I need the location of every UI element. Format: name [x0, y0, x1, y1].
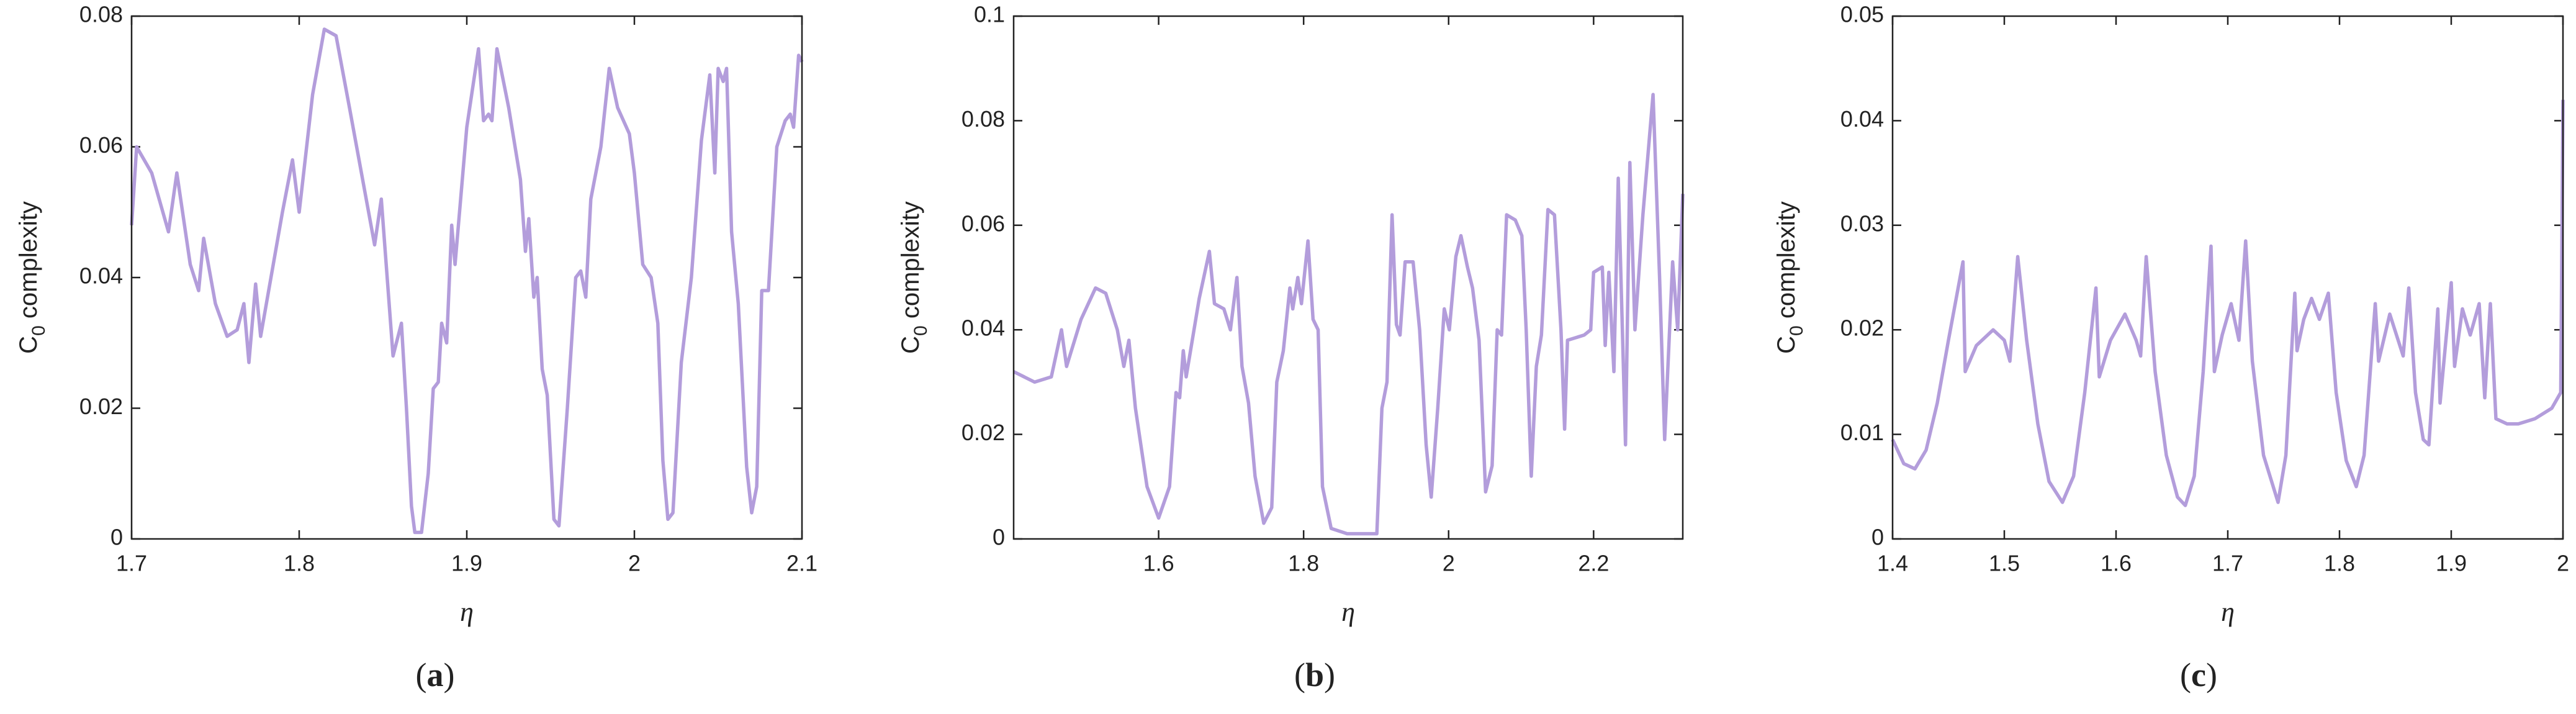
panel-label: (c)	[2180, 656, 2217, 694]
x-tick-label: 2.2	[1578, 551, 1609, 576]
y-tick-label: 0.02	[1840, 315, 1884, 341]
y-label-main: C	[15, 336, 42, 354]
panel-letter: b	[1305, 656, 1324, 694]
x-tick-label: 2.1	[786, 551, 817, 576]
x-tick-label: 1.6	[2101, 551, 2132, 576]
panel-paren: (	[1294, 656, 1305, 694]
y-label-sub: 0	[1786, 325, 1807, 336]
axes-frame	[130, 15, 803, 540]
y-tick-label: 0	[993, 525, 1005, 550]
x-tick-label: 1.6	[1143, 551, 1174, 576]
y-tick-label: 0.03	[1840, 210, 1884, 236]
y-tick-label: 0.08	[79, 2, 123, 27]
x-axis-label: η	[460, 597, 474, 627]
y-label-main: C	[1773, 336, 1800, 354]
x-axis-label: η	[1341, 597, 1355, 627]
x-tick-label: 2	[2557, 551, 2569, 576]
x-tick-label: 1.8	[284, 551, 315, 576]
panel-letter: a	[427, 656, 444, 694]
x-tick-label: 1.7	[2212, 551, 2243, 576]
y-tick-label: 0	[110, 525, 123, 550]
panel-paren: (	[416, 656, 427, 694]
y-tick-label: 0.04	[961, 315, 1005, 341]
y-label-sub: 0	[911, 325, 931, 336]
y-tick-label: 0	[1871, 525, 1884, 550]
x-axis-label: η	[2221, 597, 2235, 627]
panel-label: (a)	[416, 656, 455, 694]
y-tick-label: 0.05	[1840, 2, 1884, 27]
y-tick-label: 0.08	[961, 106, 1005, 132]
y-label-rest: complexity	[15, 201, 42, 325]
x-tick-label: 1.8	[2324, 551, 2355, 576]
panel-paren: )	[444, 656, 455, 694]
plot-area	[130, 27, 804, 535]
panel-paren: )	[1324, 656, 1335, 694]
panel-paren: (	[2180, 656, 2191, 694]
x-tick-label: 1.9	[2436, 551, 2467, 576]
panel-paren: )	[2206, 656, 2217, 694]
x-tick-label: 1.5	[1989, 551, 2020, 576]
data-line	[1012, 93, 1685, 536]
panel-label: (b)	[1294, 656, 1335, 694]
y-axis-label: C0 complexity	[1773, 201, 1808, 354]
x-tick-label: 1.7	[116, 551, 147, 576]
y-axis-label: C0 complexity	[897, 201, 932, 354]
y-label-sub: 0	[29, 325, 49, 336]
y-tick-label: 0.01	[1840, 420, 1884, 445]
y-tick-label: 0.02	[961, 420, 1005, 445]
x-tick-label: 2	[1443, 551, 1455, 576]
data-line	[1891, 99, 2565, 507]
axes-frame	[1891, 15, 2564, 540]
panel-letter: c	[2191, 656, 2206, 694]
plot-area	[1891, 99, 2565, 507]
y-tick-label: 0.04	[79, 263, 123, 289]
data-line	[130, 27, 804, 535]
x-tick-label: 1.8	[1288, 551, 1319, 576]
y-label-rest: complexity	[897, 201, 924, 325]
x-tick-label: 1.9	[451, 551, 482, 576]
y-axis-label: C0 complexity	[15, 201, 50, 354]
y-label-main: C	[897, 336, 924, 354]
y-tick-label: 0.02	[79, 394, 123, 419]
y-tick-label: 0.06	[961, 210, 1005, 236]
x-tick-label: 2	[628, 551, 641, 576]
y-tick-label: 0.04	[1840, 106, 1884, 132]
x-tick-label: 1.4	[1877, 551, 1908, 576]
y-label-rest: complexity	[1773, 201, 1800, 325]
y-tick-label: 0.1	[974, 2, 1005, 27]
y-tick-label: 0.06	[79, 132, 123, 158]
plot-area	[1012, 93, 1685, 536]
axes-frame	[1012, 15, 1684, 540]
